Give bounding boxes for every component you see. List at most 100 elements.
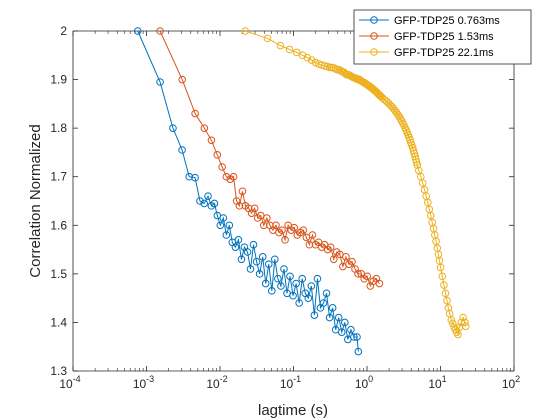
data-point (225, 221, 234, 230)
series-1 (133, 27, 363, 356)
data-point (250, 204, 259, 213)
data-point (438, 272, 447, 281)
legend-label: GFP-TDP25 1.53ms (394, 31, 494, 43)
y-tick-label: 1.7 (50, 170, 67, 184)
legend-label: GFP-TDP25 0.763ms (394, 15, 500, 27)
data-point (263, 214, 271, 222)
data-point (258, 253, 267, 261)
data-point (285, 45, 294, 54)
x-tick-base: 10 (280, 377, 294, 391)
series-3 (241, 27, 470, 339)
data-point (308, 231, 317, 239)
data-point (354, 347, 363, 356)
data-point (375, 279, 384, 288)
legend-entries: GFP-TDP25 0.763ms GFP-TDP25 1.53ms GFP-TDP… (359, 15, 500, 59)
y-tick-label: 1.8 (50, 121, 67, 135)
x-tick-label: 101 (428, 374, 446, 391)
data-point (292, 48, 301, 57)
data-point (322, 289, 331, 298)
x-tick-exponent: -1 (293, 374, 301, 384)
x-tick-labels: 10-4 10-3 10-2 10-1 100 101 102 (59, 374, 520, 391)
data-point (237, 255, 246, 264)
data-point (156, 78, 164, 86)
data-point (413, 161, 422, 169)
data-point (185, 172, 193, 181)
legend-label: GFP-TDP25 22.1ms (394, 47, 494, 59)
data-point (264, 260, 273, 268)
series-line (159, 30, 380, 288)
x-tick-base: 10 (133, 377, 147, 391)
data-point (207, 136, 216, 145)
data-point (280, 265, 288, 273)
data-point (392, 108, 401, 117)
y-tick-labels: 1.3 1.4 1.5 1.6 1.7 1.8 1.9 2 (50, 24, 67, 378)
y-tick-label: 1.4 (50, 315, 67, 329)
data-point (457, 318, 466, 327)
y-tick-label: 1.9 (50, 73, 67, 87)
legend-marker (370, 32, 378, 40)
data-point (304, 294, 313, 302)
data-point (281, 236, 289, 244)
data-point (289, 291, 297, 300)
data-point (241, 27, 250, 35)
data-point (310, 311, 319, 319)
data-point (204, 192, 212, 200)
data-point (363, 272, 372, 281)
data-point (319, 299, 328, 307)
data-point (222, 172, 231, 181)
data-point (328, 304, 337, 312)
x-tick-label: 10-2 (206, 374, 227, 391)
data-point (395, 112, 403, 121)
data-point (295, 299, 303, 307)
data-point (444, 304, 453, 312)
data-point (268, 287, 276, 295)
x-tick-exponent: 2 (515, 374, 520, 384)
data-point (216, 221, 225, 230)
data-point (200, 199, 209, 208)
data-point (196, 197, 204, 205)
data-point (424, 198, 432, 207)
data-point (320, 62, 329, 70)
data-point (436, 263, 445, 272)
data-point (298, 51, 307, 60)
data-point (313, 274, 322, 283)
data-point (337, 328, 346, 336)
legend-entry: GFP-TDP25 22.1ms (359, 47, 494, 59)
data-point (454, 330, 462, 339)
data-point (261, 279, 270, 288)
data-point (222, 231, 231, 239)
data-point (303, 53, 312, 62)
x-tick-exponent: -2 (220, 374, 228, 384)
data-point (292, 279, 300, 288)
axes-box (72, 30, 515, 372)
legend-marker (370, 48, 378, 56)
data-point (277, 282, 285, 290)
data-point (234, 236, 243, 244)
data-point (249, 240, 258, 249)
data-point (231, 243, 240, 251)
x-tick-base: 10 (206, 377, 220, 391)
data-point (412, 158, 421, 166)
data-point (443, 296, 451, 305)
data-point (394, 110, 402, 119)
x-tick-label: 10-3 (133, 374, 154, 391)
data-point (156, 27, 164, 35)
data-point (252, 257, 261, 266)
data-point (235, 202, 244, 210)
data-point (238, 187, 247, 196)
x-tick-label: 10-1 (280, 374, 301, 391)
data-point (354, 270, 362, 278)
data-point (263, 34, 272, 43)
y-tick-label: 2 (60, 24, 67, 38)
data-point (325, 313, 334, 322)
data-point (210, 199, 219, 208)
data-point (461, 318, 469, 327)
data-point (299, 226, 308, 234)
data-point (255, 270, 264, 278)
data-point (271, 255, 279, 264)
x-tick-base: 10 (428, 377, 442, 391)
data-point (341, 318, 349, 327)
data-point (347, 325, 355, 334)
legend-entry: GFP-TDP25 0.763ms (359, 15, 500, 27)
